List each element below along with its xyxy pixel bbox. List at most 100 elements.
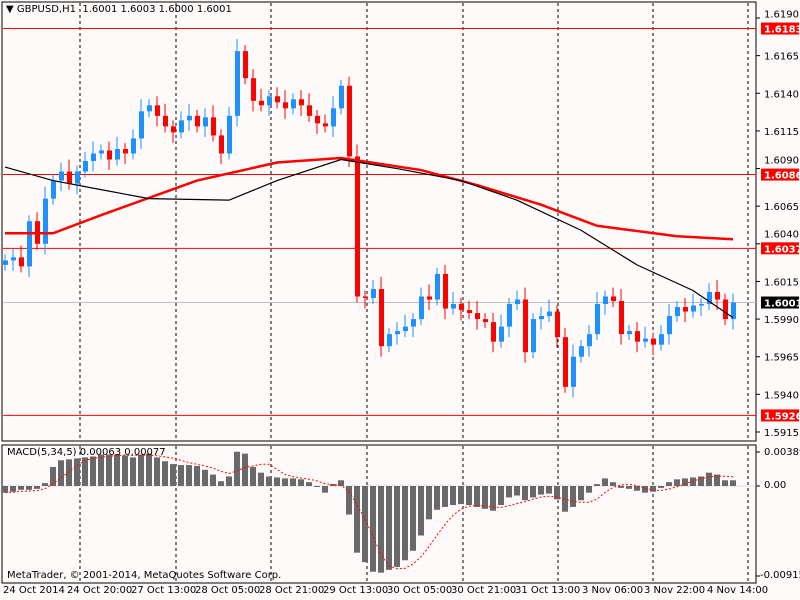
- candle-body: [291, 99, 296, 109]
- macd-histogram-bar: [122, 455, 128, 486]
- candle-body: [651, 338, 656, 345]
- time-tick: 30 Oct 05:00: [387, 585, 453, 596]
- macd-histogram-bar: [82, 457, 88, 486]
- macd-histogram-bar: [618, 486, 624, 488]
- candle-body: [259, 100, 264, 106]
- macd-histogram-bar: [490, 486, 496, 511]
- moving-average-red: [5, 156, 734, 241]
- macd-histogram-bar: [602, 478, 608, 486]
- price-level-badge: [761, 242, 799, 255]
- candle-body: [347, 85, 352, 157]
- macd-histogram-bar: [378, 486, 384, 573]
- macd-histogram-bar: [362, 486, 368, 563]
- candle-body: [3, 260, 8, 265]
- macd-title: MACD(5,34,5) 0.00063 0.00077: [7, 447, 166, 458]
- candle-body: [531, 319, 536, 353]
- macd-histogram-bar: [666, 482, 672, 486]
- candle-body: [699, 304, 704, 306]
- macd-histogram-bar: [194, 466, 200, 486]
- macd-histogram-bar: [386, 486, 392, 570]
- candle-body: [619, 301, 624, 335]
- candle-body: [283, 102, 288, 109]
- macd-histogram-bar: [690, 477, 696, 486]
- price-level-label: 1.6086: [764, 171, 800, 182]
- macd-histogram-bar: [178, 465, 184, 486]
- price-tick-label: 1.5915: [764, 428, 799, 439]
- candle-body: [683, 307, 688, 312]
- price-level-label: 1.6183: [764, 25, 800, 36]
- macd-histogram-bar: [498, 486, 504, 506]
- macd-histogram-bar: [250, 466, 256, 486]
- macd-histogram-bar: [66, 459, 72, 486]
- candle-body: [59, 171, 64, 181]
- macd-histogram-bar: [282, 478, 288, 486]
- macd-histogram-bar: [722, 480, 728, 486]
- macd-histogram-bar: [114, 454, 120, 486]
- candle-body: [67, 171, 72, 184]
- macd-histogram-bar: [18, 486, 24, 490]
- macd-histogram-bar: [2, 486, 8, 493]
- candle-body: [243, 51, 248, 79]
- macd-histogram-bar: [658, 486, 664, 488]
- candle-body: [139, 111, 144, 139]
- candle-body: [91, 153, 96, 162]
- candle-body: [451, 304, 456, 309]
- macd-histogram-bar: [354, 486, 360, 553]
- macd-histogram-bar: [234, 451, 240, 486]
- macd-histogram-bar: [522, 486, 528, 501]
- macd-histogram-bar: [170, 464, 176, 486]
- macd-histogram-bar: [34, 486, 40, 489]
- candle-body: [563, 337, 568, 387]
- macd-histogram-bar: [418, 486, 424, 536]
- candle-body: [595, 304, 600, 335]
- macd-histogram-bar: [322, 486, 328, 493]
- macd-histogram-bar: [426, 486, 432, 520]
- candle-body: [163, 115, 168, 127]
- macd-tick: 0.00: [764, 480, 787, 491]
- price-level-label: 1.6001: [764, 299, 800, 310]
- price-level-label: 1.5926: [764, 411, 800, 422]
- macd-histogram-bar: [218, 481, 224, 486]
- candle-body: [331, 108, 336, 127]
- candle-body: [635, 331, 640, 342]
- candle-body: [27, 221, 32, 267]
- candle-body: [419, 296, 424, 320]
- candle-body: [627, 331, 632, 335]
- candle-body: [307, 105, 312, 116]
- macd-histogram-bar: [634, 486, 640, 491]
- candle-body: [379, 288, 384, 347]
- macd-histogram-bar: [434, 486, 440, 510]
- candle-body: [411, 319, 416, 327]
- macd-histogram-bar: [146, 453, 152, 486]
- candle-body: [707, 291, 712, 305]
- candle-body: [667, 316, 672, 335]
- macd-histogram-bar: [74, 458, 80, 486]
- price-tick-label: 1.5965: [764, 353, 799, 364]
- macd-histogram-bar: [10, 486, 16, 492]
- price-tick-label: 1.6040: [764, 229, 799, 240]
- candle-body: [315, 115, 320, 124]
- candle-body: [483, 319, 488, 323]
- candle-body: [131, 138, 136, 154]
- macd-histogram-bar: [594, 484, 600, 486]
- macd-histogram-bar: [314, 486, 320, 487]
- macd-histogram-bar: [474, 486, 480, 507]
- macd-histogram-bar: [458, 486, 464, 505]
- price-level-badge: [761, 168, 799, 181]
- candle-body: [147, 105, 152, 112]
- time-tick: 29 Oct 13:00: [323, 585, 389, 596]
- macd-histogram-bar: [162, 461, 168, 486]
- candle-body: [51, 180, 56, 199]
- macd-histogram-bar: [26, 486, 32, 490]
- macd-histogram-bar: [578, 486, 584, 501]
- ohlc-readout: 1.6001 1.6003 1.6000 1.6001: [82, 4, 232, 15]
- candle-body: [75, 171, 80, 184]
- macd-histogram-bar: [586, 486, 592, 493]
- dropdown-triangle-icon[interactable]: ▼: [6, 4, 14, 15]
- moving-average-black: [4, 158, 734, 319]
- macd-pane-frame: [1, 444, 757, 584]
- macd-tick: -0.00915: [760, 570, 800, 581]
- time-tick: 24 Oct 20:00: [67, 585, 133, 596]
- price-tick-label: 1.5940: [764, 390, 799, 401]
